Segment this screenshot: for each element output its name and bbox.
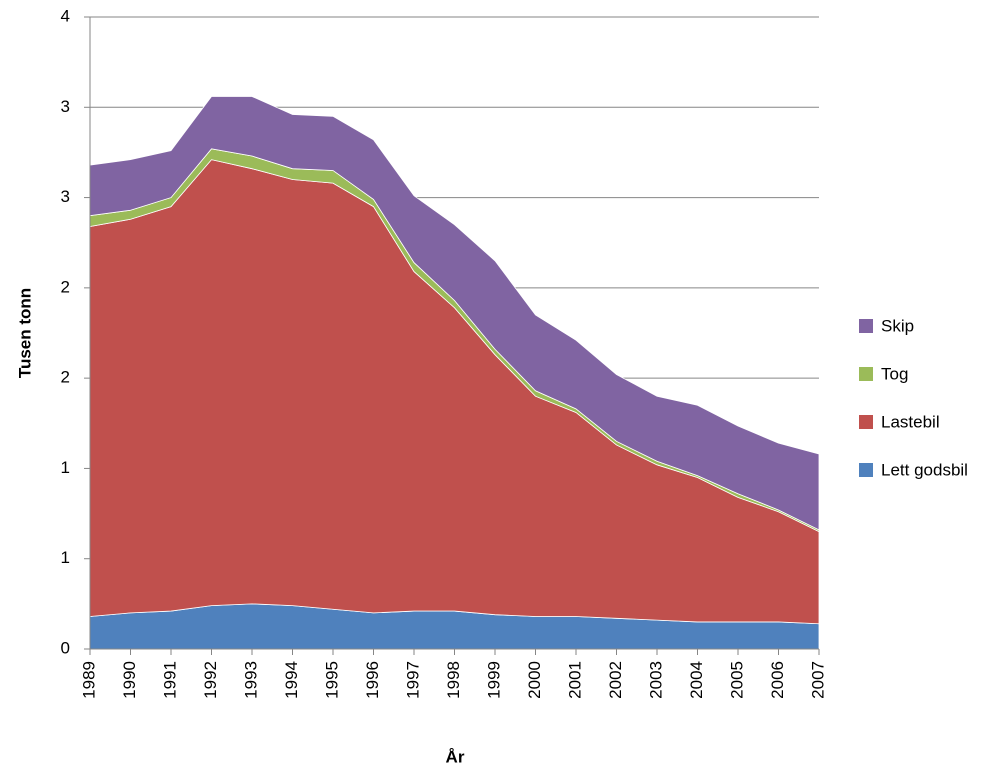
y-tick-label: 4	[61, 6, 70, 25]
x-tick-label: 1994	[282, 661, 301, 699]
y-tick-label: 1	[61, 458, 70, 477]
legend-label: Tog	[881, 364, 908, 383]
x-tick-label: 1991	[160, 661, 179, 699]
area	[89, 96, 820, 531]
x-tick-label: 1995	[322, 661, 341, 699]
x-tick-label: 1999	[484, 661, 503, 699]
legend-label: Skip	[881, 316, 914, 335]
legend-swatch	[859, 367, 873, 381]
x-tick-label: 2006	[768, 661, 787, 699]
x-tick-label: 2005	[727, 661, 746, 699]
legend-swatch	[859, 319, 873, 333]
y-tick-label: 2	[61, 368, 70, 387]
x-tick-label: 2000	[525, 661, 544, 699]
y-tick-label: 0	[61, 638, 70, 657]
x-tick-label: 1996	[363, 661, 382, 699]
x-tick-label: 1993	[241, 661, 260, 699]
legend-label: Lastebil	[881, 412, 940, 431]
y-tick-label: 3	[61, 97, 70, 116]
x-axis-label: År	[446, 747, 465, 766]
x-tick-label: 2003	[646, 661, 665, 699]
x-tick-label: 2007	[808, 661, 827, 699]
y-tick-label: 1	[61, 548, 70, 567]
y-tick-label: 2	[61, 277, 70, 296]
x-tick-label: 2001	[565, 661, 584, 699]
x-tick-label: 1992	[201, 661, 220, 699]
legend-label: Lett godsbil	[881, 460, 968, 479]
x-tick-label: 1998	[444, 661, 463, 699]
x-tick-label: 1989	[79, 661, 98, 699]
x-tick-label: 1990	[120, 661, 139, 699]
y-axis-label: Tusen tonn	[15, 288, 34, 378]
legend-swatch	[859, 463, 873, 477]
y-tick-label: 3	[61, 187, 70, 206]
x-tick-label: 2004	[687, 661, 706, 699]
legend-swatch	[859, 415, 873, 429]
x-tick-label: 2002	[606, 661, 625, 699]
x-tick-label: 1997	[403, 661, 422, 699]
